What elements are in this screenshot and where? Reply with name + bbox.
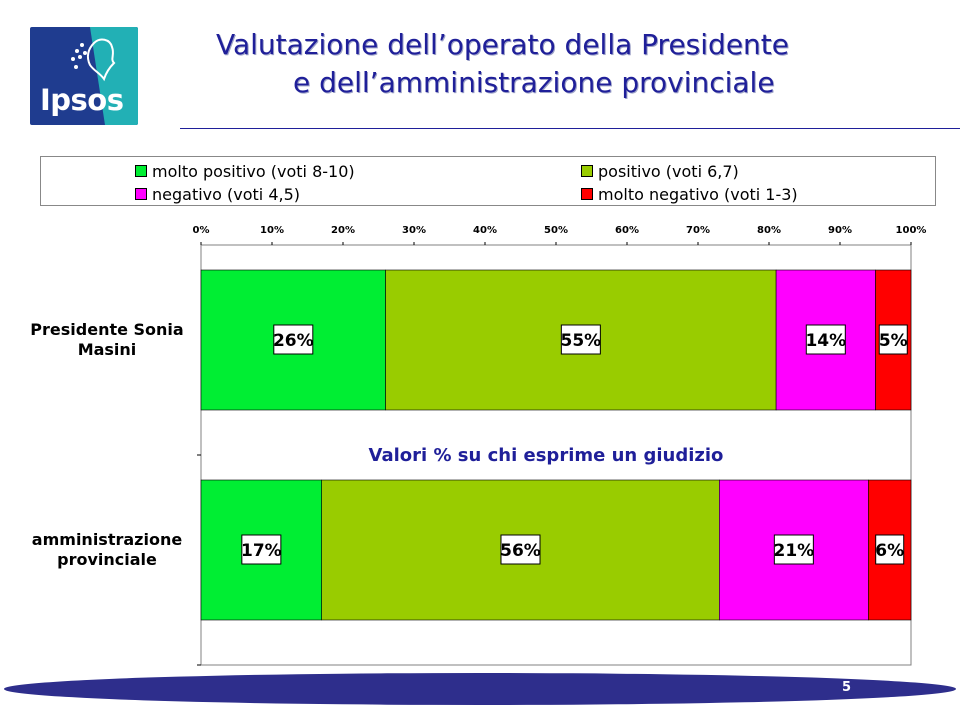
title-line-2: e dell’amministrazione provinciale: [293, 66, 775, 99]
x-tick-label: 10%: [260, 225, 284, 236]
data-label-box: [773, 534, 814, 565]
title-line-1: Valutazione dell’operato della President…: [216, 28, 790, 61]
legend-item-molto-negativo: molto negativo (voti 1-3): [581, 184, 798, 204]
chart-annotation: Valori % su chi esprime un giudizio: [369, 445, 724, 466]
data-label: 6%: [875, 541, 904, 561]
legend-item-negativo: negativo (voti 4,5): [135, 184, 300, 204]
legend-item-positivo: positivo (voti 6,7): [581, 161, 739, 181]
legend-swatch: [135, 188, 147, 200]
data-label: 14%: [805, 331, 846, 351]
category-label: amministrazione provinciale: [32, 530, 183, 569]
x-tick-label: 90%: [828, 225, 852, 236]
x-tick-label: 20%: [331, 225, 355, 236]
data-label: 55%: [560, 331, 601, 351]
x-tick-label: 100%: [896, 225, 927, 236]
x-tick-label: 60%: [615, 225, 639, 236]
title-divider: [180, 128, 960, 129]
legend-label: molto negativo (voti 1-3): [598, 184, 798, 204]
logo-graphic: [71, 27, 138, 125]
x-tick-label: 50%: [544, 225, 568, 236]
data-label-box: [805, 324, 846, 355]
data-label: 5%: [879, 331, 908, 351]
legend-label: negativo (voti 4,5): [152, 184, 300, 204]
legend-label: molto positivo (voti 8-10): [152, 161, 355, 181]
data-label: 21%: [773, 541, 814, 561]
page-number: 5: [842, 680, 852, 695]
x-tick-label: 70%: [686, 225, 710, 236]
data-label-box: [273, 324, 314, 355]
data-label-box: [241, 534, 282, 565]
chart-legend: molto positivo (voti 8-10) positivo (vot…: [40, 156, 936, 206]
ipsos-logo: Ipsos: [30, 27, 138, 125]
data-label: 17%: [241, 541, 282, 561]
footer-bar: [4, 673, 956, 705]
data-label-box: [560, 324, 601, 355]
data-label-box: [878, 324, 908, 355]
category-label: Presidente Sonia Masini: [30, 320, 183, 359]
data-label-box: [875, 534, 905, 565]
x-tick-label: 0%: [193, 225, 210, 236]
legend-swatch: [581, 165, 593, 177]
data-label-box: [500, 534, 541, 565]
x-tick-label: 30%: [402, 225, 426, 236]
legend-swatch: [135, 165, 147, 177]
x-tick-label: 40%: [473, 225, 497, 236]
data-label: 56%: [500, 541, 541, 561]
logo-text: Ipsos: [40, 83, 124, 117]
legend-item-molto-positivo: molto positivo (voti 8-10): [135, 161, 355, 181]
page-title: Valutazione dell’operato della President…: [180, 26, 940, 102]
data-label: 26%: [273, 331, 314, 351]
legend-label: positivo (voti 6,7): [598, 161, 739, 181]
legend-swatch: [581, 188, 593, 200]
x-tick-label: 80%: [757, 225, 781, 236]
